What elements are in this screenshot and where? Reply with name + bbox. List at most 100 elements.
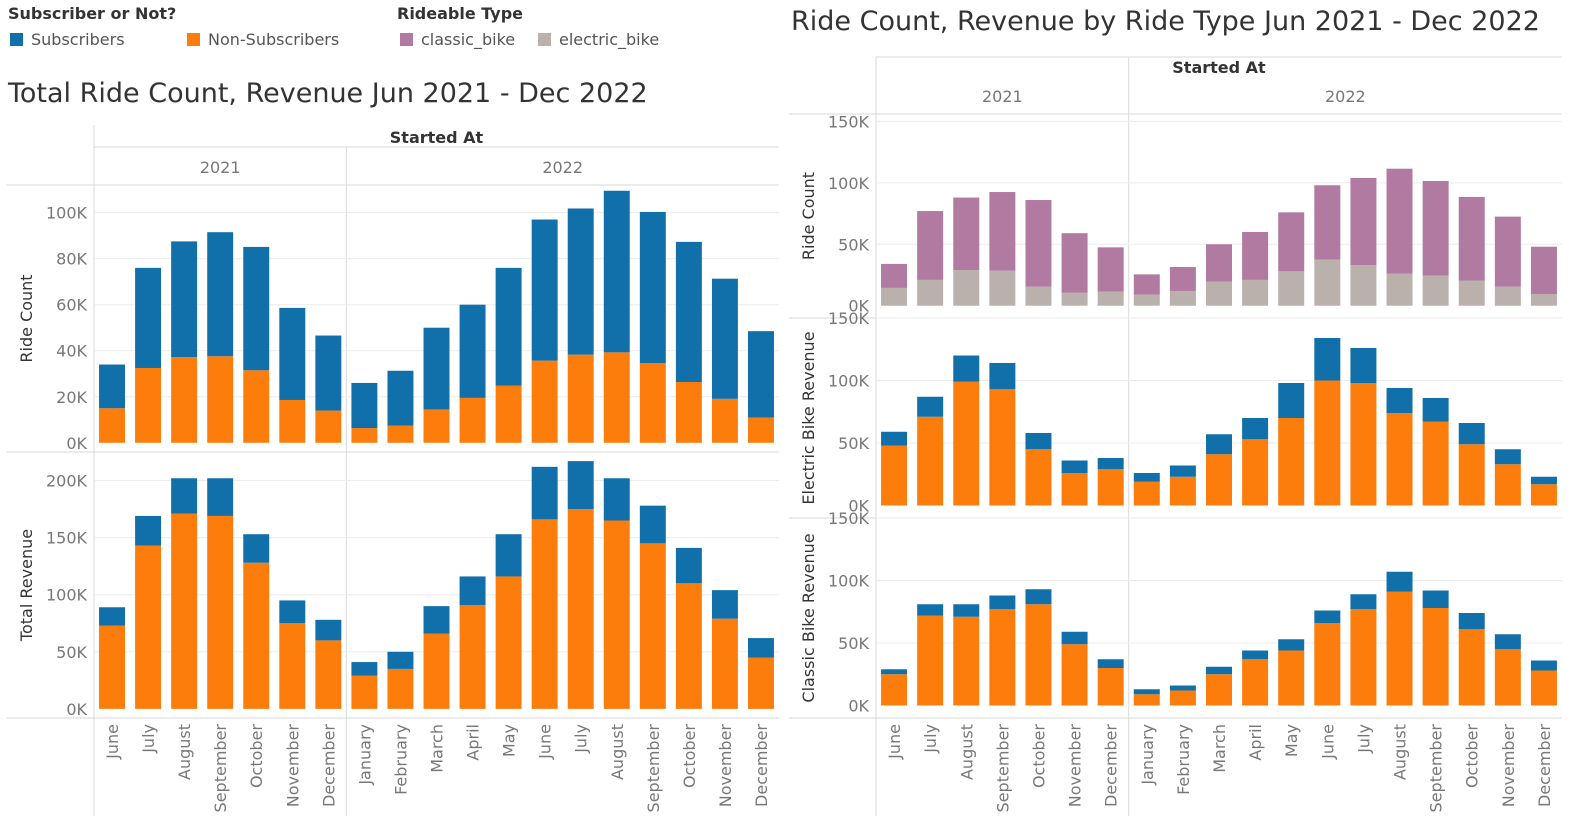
bar-subscribers-november [1494,634,1521,650]
legend-rideable-title: Rideable Type [397,4,524,23]
x-tick-label-may: May [500,724,519,757]
bar-subscribers-october [1458,423,1485,445]
bar-non-subscribers-october [675,583,702,709]
x-tick-label-june: June [103,724,122,760]
legend-subscriber: Subscriber or Not? Subscribers Non-Subsc… [8,4,339,49]
bar-subscribers-july [1350,594,1377,610]
bar-non-subscribers-july [567,509,594,709]
bar-subscribers-october [675,547,702,584]
bar-non-subscribers-august [953,381,980,506]
bar-subscribers-december [747,638,774,658]
bar-classic-bike-november [1061,233,1088,293]
right-chart-title: Ride Count, Revenue by Ride Type Jun 202… [791,6,1540,37]
bar-subscribers-october [1025,433,1052,450]
bar-non-subscribers-june [881,674,908,706]
x-tick-label-july: July [1354,724,1373,754]
bar-subscribers-november [711,590,738,619]
bar-non-subscribers-march [1206,674,1232,706]
bar-non-subscribers-december [315,410,342,443]
bar-subscribers-january [351,662,378,676]
bar-subscribers-december [315,619,342,641]
legend-item-subscribers[interactable]: Subscribers [10,30,125,49]
bar-non-subscribers-december [747,417,774,443]
bar-subscribers-august [171,478,198,514]
legend-item-classic-bike[interactable]: classic_bike [400,30,515,49]
y-tick-label: 100K [46,204,88,223]
y-tick-label: 0K [848,697,869,716]
bar-non-subscribers-december [1097,469,1124,506]
bar-non-subscribers-june [99,625,126,709]
x-tick-label-december: December [1535,724,1554,807]
bar-non-subscribers-july [1350,609,1377,706]
bar-non-subscribers-february [1169,690,1196,706]
bar-electric-bike-october [1025,286,1052,306]
bar-subscribers-july [567,208,594,355]
x-tick-label-july: July [139,724,158,754]
bar-non-subscribers-july [135,367,162,443]
bar-non-subscribers-august [171,357,198,443]
legend-swatch-classic-bike [400,33,413,46]
bar-non-subscribers-january [1133,481,1160,506]
legend-label-classic-bike: classic_bike [421,30,516,49]
bar-subscribers-september [989,363,1016,390]
bar-non-subscribers-june [531,519,558,709]
y-tick-label: 0K [848,497,869,516]
x-tick-label-february: February [391,724,410,795]
bar-non-subscribers-december [315,640,342,709]
bar-subscribers-april [459,304,486,398]
bar-non-subscribers-may [495,576,522,709]
bar-non-subscribers-january [351,428,378,443]
y-tick-label: 50K [838,235,869,254]
bar-subscribers-february [1169,465,1196,477]
bar-non-subscribers-december [1530,484,1557,506]
bar-subscribers-september [639,505,666,544]
bar-non-subscribers-september [207,515,234,709]
x-tick-label-october: October [1463,724,1482,788]
bar-non-subscribers-august [1386,591,1413,706]
bar-electric-bike-july [1350,265,1377,306]
bar-subscribers-april [1242,418,1269,440]
bar-subscribers-december [315,335,342,411]
bar-non-subscribers-january [1133,694,1160,706]
x-tick-label-september: September [993,724,1012,813]
y-tick-label: 50K [56,643,87,662]
legend-item-electric-bike[interactable]: electric_bike [538,30,659,49]
legend-swatch-non-subscribers [187,33,200,46]
y-tick-label: 80K [56,250,87,269]
bar-subscribers-may [495,534,522,577]
bar-non-subscribers-april [459,604,486,709]
bar-subscribers-june [1314,338,1341,381]
bar-non-subscribers-june [1314,380,1341,506]
bar-subscribers-august [603,190,630,353]
bar-non-subscribers-march [1206,454,1232,506]
bar-subscribers-june [531,466,558,520]
x-tick-label-october: October [1029,724,1048,788]
bar-subscribers-march [423,606,450,634]
x-tick-label-august: August [1391,724,1410,780]
bar-subscribers-september [1422,590,1449,608]
bar-subscribers-september [989,595,1016,610]
bar-non-subscribers-september [989,389,1016,506]
bar-subscribers-october [1458,613,1485,630]
x-tick-label-january: January [1138,724,1157,786]
bar-non-subscribers-august [603,520,630,709]
year-header-2022: 2022 [542,158,583,177]
legend-subscriber-title: Subscriber or Not? [8,4,177,23]
bar-non-subscribers-september [639,543,666,709]
bar-non-subscribers-june [531,360,558,443]
bar-classic-bike-september [1422,180,1449,276]
y-axis-label: Classic Bike Revenue [799,533,818,702]
bar-non-subscribers-july [567,354,594,443]
legend-swatch-electric-bike [538,33,551,46]
y-tick-label: 20K [56,388,87,407]
bar-classic-bike-july [917,211,944,280]
bar-non-subscribers-february [1169,476,1196,506]
bar-non-subscribers-july [917,615,944,706]
legend-item-non-subscribers[interactable]: Non-Subscribers [187,30,339,49]
bar-electric-bike-august [1386,273,1413,306]
bar-subscribers-may [1278,639,1305,651]
bar-electric-bike-december [1097,291,1124,306]
x-tick-label-october: October [680,724,699,788]
bar-non-subscribers-february [387,668,414,709]
legend-label-electric-bike: electric_bike [559,30,660,49]
